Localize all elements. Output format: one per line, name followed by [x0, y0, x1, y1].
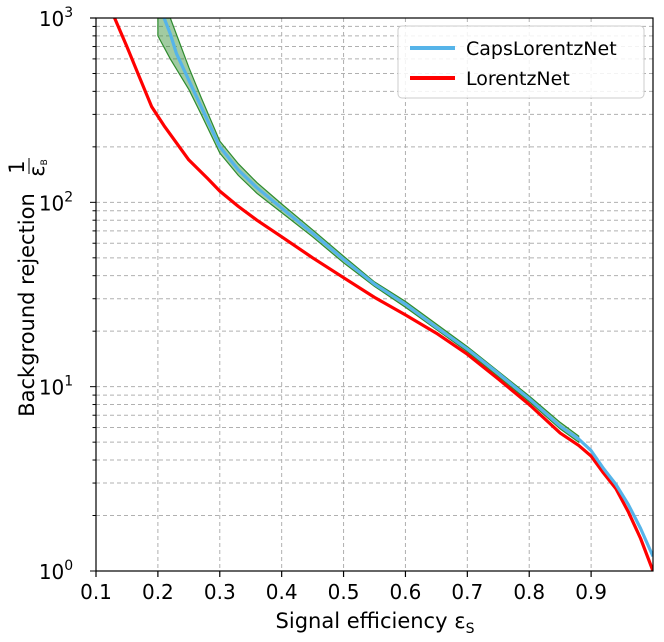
series-line-lorentznet: [113, 18, 653, 571]
y-tick-label: 100: [39, 558, 73, 584]
legend: CapsLorentzNet LorentzNet: [397, 25, 645, 99]
series-line-capslorentznet: [162, 18, 653, 558]
y-tick-label: 101: [39, 374, 73, 400]
legend-label-capslorentznet: CapsLorentzNet: [466, 38, 617, 60]
plot-frame: [95, 17, 654, 572]
y-tick-label: 103: [39, 5, 73, 31]
x-axis-label: Signal efficiency εS: [276, 609, 475, 637]
x-tick-label: 0.9: [575, 580, 607, 604]
legend-label-lorentznet: LorentzNet: [466, 68, 570, 90]
y-axis-label: Background rejection 1 εB: [5, 158, 50, 417]
grid-lines: [95, 18, 653, 572]
x-tick-label: 0.1: [80, 580, 112, 604]
uncertainty-band: [157, 18, 580, 444]
x-tick-label: 0.4: [266, 580, 298, 604]
band-area: [157, 18, 580, 444]
y-axis-label-frac-denominator: εB: [25, 159, 50, 177]
legend-box: [397, 25, 645, 99]
x-tick-label: 0.8: [513, 580, 545, 604]
x-tick-label: 0.7: [451, 580, 483, 604]
y-axis-label-frac-numerator: 1: [5, 160, 29, 173]
x-tick-label: 0.2: [142, 580, 174, 604]
x-tick-label: 0.5: [328, 580, 360, 604]
x-tick-label: 0.6: [390, 580, 422, 604]
axis-ticks: 0.1 0.2 0.3 0.4 0.5 0.6 0.7 0.8 0.9 100 101 102 103: [39, 5, 607, 604]
series-lines: [113, 18, 653, 571]
x-axis-label-subscript: S: [466, 621, 475, 637]
y-axis-label-text: Background rejection: [15, 193, 39, 417]
y-axis-label-frac-denominator-subscript: B: [40, 159, 50, 165]
y-tick-label: 102: [39, 189, 73, 215]
x-tick-label: 0.3: [204, 580, 236, 604]
